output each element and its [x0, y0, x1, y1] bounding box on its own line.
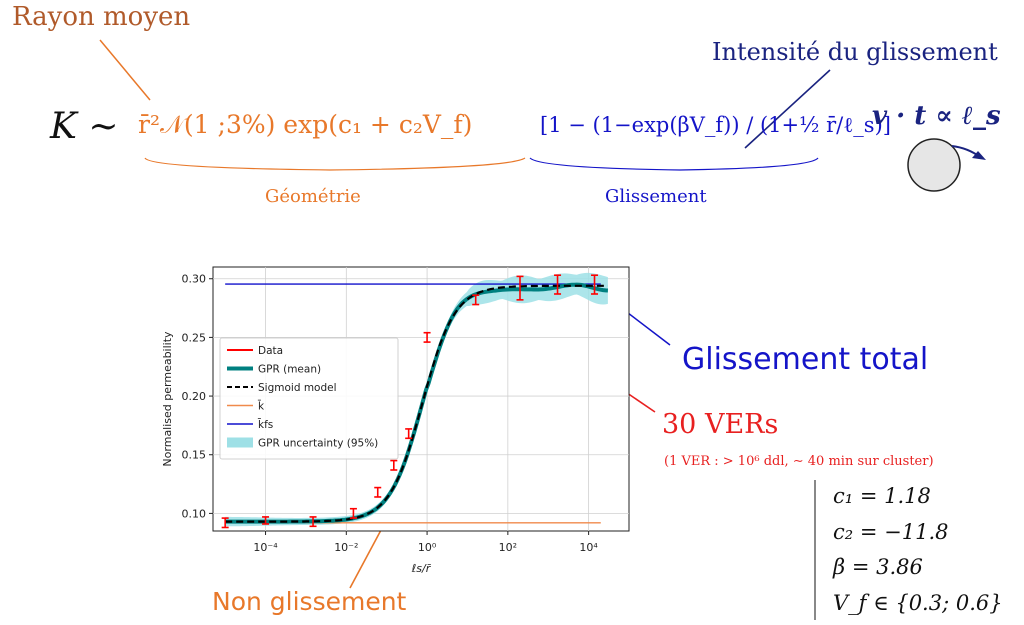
y-tick-label-0: 0.10 [182, 507, 207, 520]
rayon-moyen-pointer [99, 39, 151, 101]
y-tick-label-2: 0.20 [182, 390, 207, 403]
data-point-10 [554, 274, 562, 295]
vers-detail-label: (1 VER : > 10⁶ ddl, ∼ 40 min sur cluster… [664, 454, 934, 469]
x-tick-label-3: 10² [499, 541, 517, 554]
legend: Data GPR (mean) Sigmoid model k̄ k̄fs GPR unc… [219, 337, 399, 460]
data-point-9 [516, 275, 524, 301]
data-point-1 [262, 516, 270, 525]
param-c1: c₁ = 1.18 [833, 484, 931, 508]
axis-ticks: 10⁻⁴ 10⁻² 10⁰ 10² 10⁴ 0.10 0.15 0.20 0.25 0.30 [182, 273, 599, 554]
legend-label-0: Data [258, 345, 283, 357]
data-point-3 [349, 507, 357, 519]
legend-label-2: Sigmoid model [258, 382, 337, 394]
data-point-4 [374, 486, 382, 498]
particle-circle-icon [907, 138, 961, 192]
param-vf: V_f ∈ {0.3; 0.6} [833, 591, 1003, 615]
legend-label-1: GPR (mean) [258, 364, 321, 376]
y-tick-label-1: 0.15 [182, 449, 207, 462]
intensite-pointer [744, 69, 831, 149]
y-tick-label-3: 0.25 [182, 331, 207, 344]
vers-count-label: 30 VERs [662, 409, 778, 440]
param-c2: c₂ = −11.8 [833, 520, 948, 544]
data-points [221, 274, 599, 529]
x-axis-label: ℓs/r̄ [411, 562, 432, 575]
glissement-total-label: Glissement total [682, 342, 928, 377]
curves [225, 282, 608, 524]
data-point-8 [472, 294, 480, 306]
data-point-0 [221, 517, 229, 529]
non-glissement-label: Non glissement [212, 587, 407, 616]
legend-box [219, 337, 399, 460]
legend-label-3: k̄ [257, 400, 265, 413]
legend-label-4: k̄fs [257, 418, 273, 431]
rayon-moyen-label: Rayon moyen [12, 2, 190, 32]
sigmoid-model-line [225, 284, 608, 523]
intensite-glissement-label: Intensité du glissement [712, 38, 998, 66]
glissement-brace [529, 157, 819, 171]
legend-label-5: GPR uncertainty (95%) [258, 438, 378, 450]
geometrie-label: Géométrie [265, 186, 361, 207]
data-point-7 [423, 331, 431, 343]
formula-slip-term: [1 − (1−exp(βV_f)) / (1+½ r̄/ℓ_s)] [540, 113, 891, 137]
data-point-2 [309, 516, 317, 528]
y-axis-label: Normalised permeability [161, 331, 174, 467]
x-tick-label-4: 10⁴ [579, 541, 598, 554]
x-tick-label-1: 10⁻² [334, 541, 358, 554]
slip-arrowhead-icon [972, 151, 986, 160]
data-point-11 [591, 274, 599, 295]
x-tick-label-2: 10⁰ [418, 541, 437, 554]
formula-geometry-term: r̄²𝒩(1 ;3%) exp(c₁ + c₂V_f) [138, 110, 472, 139]
legend-swatch-5 [227, 437, 253, 448]
x-tick-label-0: 10⁻⁴ [253, 541, 278, 554]
param-beta: β = 3.86 [832, 555, 923, 579]
y-tick-label-4: 0.30 [182, 273, 207, 286]
formula-lhs: K ∼ [49, 106, 119, 147]
formula-side-relation: v · t ∝ ℓ_s [872, 101, 1001, 131]
geometry-brace [144, 157, 526, 171]
glissement-label: Glissement [605, 186, 707, 207]
data-point-6 [405, 428, 413, 440]
data-point-5 [390, 459, 398, 471]
